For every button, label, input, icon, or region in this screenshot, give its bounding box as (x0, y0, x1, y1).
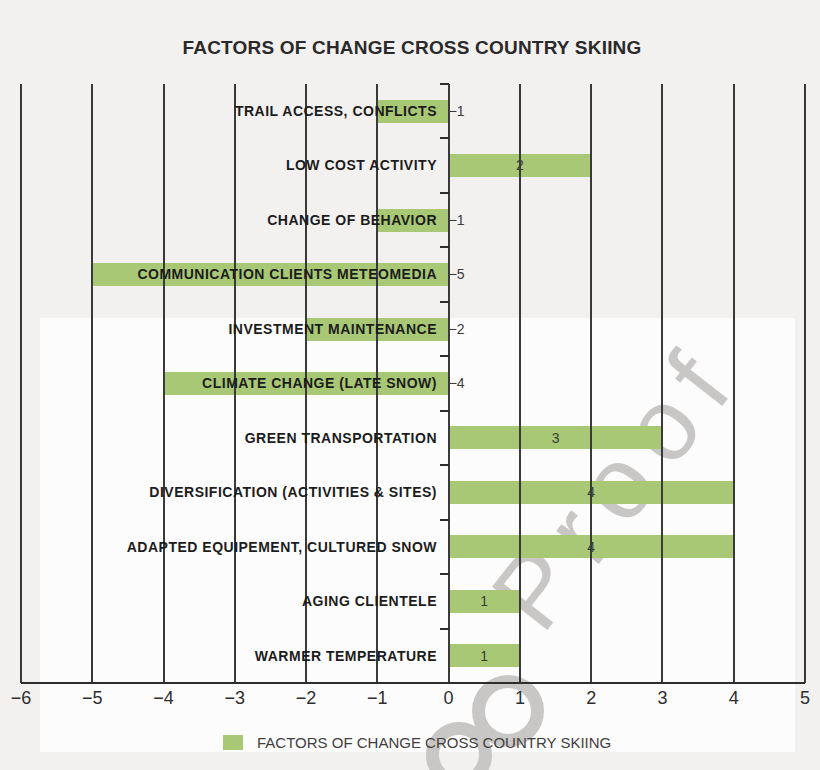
value-label: 2 (449, 138, 592, 192)
value-label: −2 (449, 302, 465, 356)
category-axis-tick (440, 301, 449, 303)
x-tick-label: −3 (205, 688, 265, 709)
category-axis-tick (440, 192, 449, 194)
category-axis-tick (440, 246, 449, 248)
x-tick-label: 3 (632, 688, 692, 709)
chart-title: FACTORS OF CHANGE CROSS COUNTRY SKIING (0, 37, 820, 59)
category-axis-tick (440, 464, 449, 466)
category-label: COMMUNICATION CLIENTS METEOMEDIA (0, 247, 437, 301)
x-tick-label: 2 (561, 688, 621, 709)
x-tick-label: −5 (62, 688, 122, 709)
category-label: AGING CLIENTELE (0, 574, 437, 628)
x-tick-label: 5 (775, 688, 820, 709)
category-axis-tick (440, 628, 449, 630)
category-axis-tick (440, 682, 449, 684)
category-axis-tick (440, 83, 449, 85)
value-label: 3 (449, 411, 663, 465)
x-tick-label: −6 (0, 688, 51, 709)
category-axis-tick (440, 519, 449, 521)
category-label: WARMER TEMPERATURE (0, 629, 437, 683)
x-tick-label: 0 (419, 688, 479, 709)
category-axis-tick (440, 137, 449, 139)
value-label: −1 (449, 84, 465, 138)
category-label: INVESTMENT MAINTENANCE (0, 302, 437, 356)
category-label: CHANGE OF BEHAVIOR (0, 193, 437, 247)
category-label: CLIMATE CHANGE (LATE SNOW) (0, 356, 437, 410)
category-label: DIVERSIFICATION (ACTIVITIES & SITES) (0, 465, 437, 519)
x-tick-label: 1 (490, 688, 550, 709)
value-label: −4 (449, 356, 465, 410)
chart-figure: Proof TRAIL ACCESS, CONFLICTS−1LOW COST … (0, 0, 820, 770)
gridline (661, 84, 663, 683)
legend-color-swatch (223, 735, 243, 750)
value-label: −5 (449, 247, 465, 301)
category-label: TRAIL ACCESS, CONFLICTS (0, 84, 437, 138)
category-label: LOW COST ACTIVITY (0, 138, 437, 192)
x-tick-label: 4 (704, 688, 764, 709)
value-label: −1 (449, 193, 465, 247)
gridline (733, 84, 735, 683)
category-label: GREEN TRANSPORTATION (0, 411, 437, 465)
value-label: 1 (449, 629, 520, 683)
value-label: 1 (449, 574, 520, 628)
x-tick-label: −1 (347, 688, 407, 709)
category-axis-tick (440, 410, 449, 412)
category-label: ADAPTED EQUIPEMENT, CULTURED SNOW (0, 520, 437, 574)
legend-label: FACTORS OF CHANGE CROSS COUNTRY SKIING (257, 733, 611, 753)
value-label: 4 (449, 520, 734, 574)
x-tick-label: −2 (276, 688, 336, 709)
x-tick-label: −4 (134, 688, 194, 709)
category-axis-tick (440, 573, 449, 575)
category-axis-tick (440, 355, 449, 357)
gridline (804, 84, 806, 683)
value-label: 4 (449, 465, 734, 519)
